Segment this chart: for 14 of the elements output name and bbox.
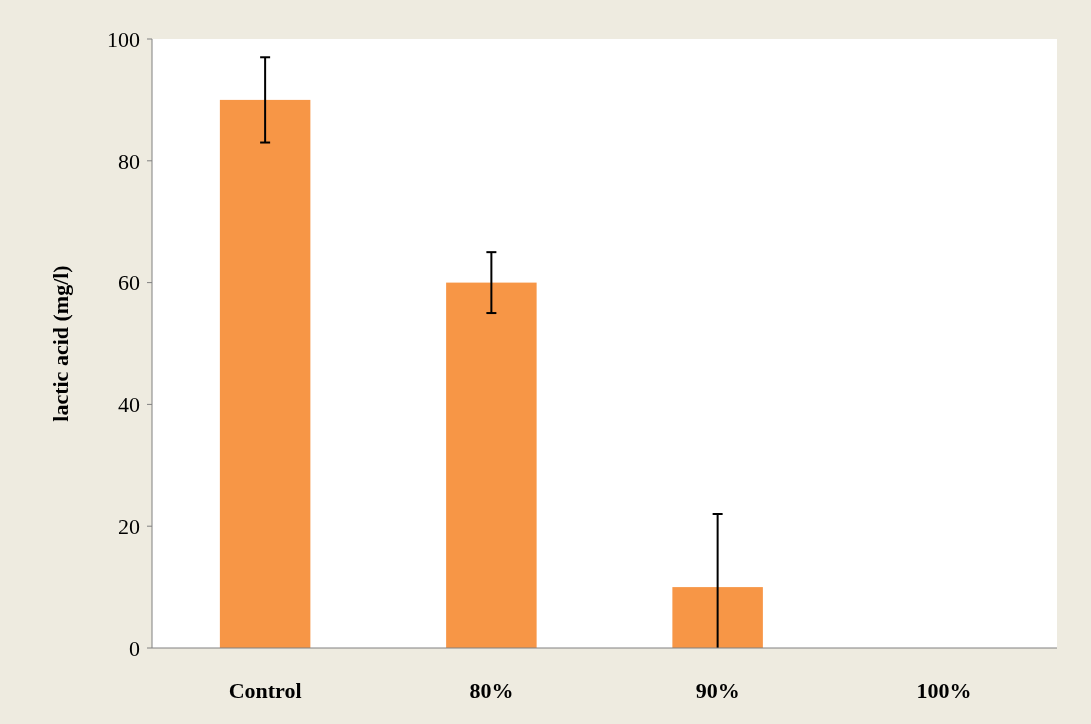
- y-tick-label: 100: [107, 26, 140, 52]
- bar: [672, 587, 763, 648]
- x-tick-label: 100%: [916, 678, 972, 703]
- y-tick-label: 60: [118, 270, 140, 296]
- y-axis-title: lactic acid (mg/l): [48, 265, 73, 422]
- x-tick-label: 90%: [695, 678, 740, 703]
- y-tick-label: 0: [129, 635, 140, 661]
- y-tick-label: 20: [118, 513, 140, 539]
- bar: [446, 282, 537, 648]
- y-tick-label: 80: [118, 148, 140, 174]
- y-tick-label: 40: [118, 392, 140, 418]
- x-tick-label: Control: [228, 678, 302, 703]
- bar: [219, 99, 311, 648]
- x-tick-label: 80%: [469, 678, 514, 703]
